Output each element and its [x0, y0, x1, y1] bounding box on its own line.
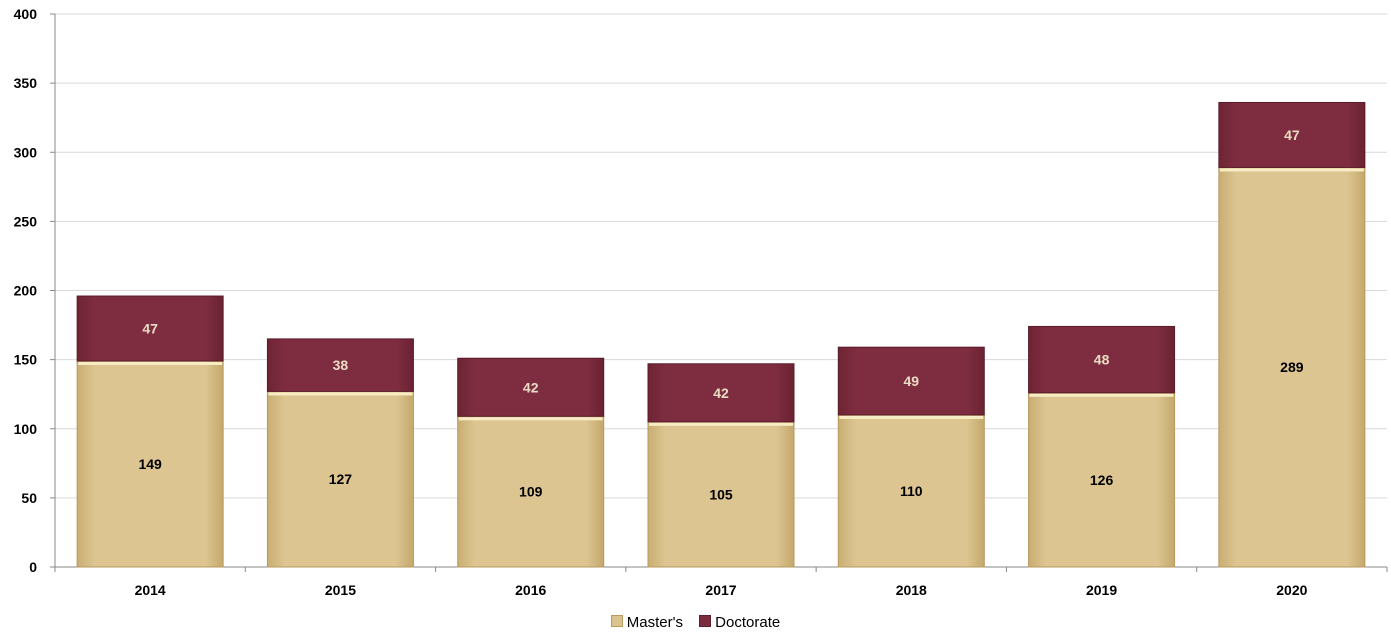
- x-tick-label: 2019: [1086, 582, 1117, 598]
- bar-masters-2018: [837, 414, 985, 568]
- data-label-masters: 127: [329, 471, 353, 487]
- bar-doctorate-2017: [647, 363, 795, 423]
- y-tick-label: 250: [14, 213, 38, 229]
- legend-swatch-masters: [610, 615, 623, 627]
- stacked-bar-chart: 0 50 100 150 200 250 300 350 400 2014 2015 2016 2017…: [14, 6, 1388, 598]
- y-tick-label: 300: [14, 144, 38, 160]
- legend-item-doctorate: Doctorate: [699, 614, 780, 631]
- data-label-masters: 126: [1090, 472, 1114, 488]
- legend-label-doctorate: Doctorate: [715, 614, 781, 631]
- data-label-doctorate: 47: [142, 321, 158, 337]
- data-label-doctorate: 48: [1094, 352, 1110, 368]
- x-tick-label: 2015: [325, 582, 356, 598]
- bar-highlight: [839, 415, 984, 419]
- y-tick-label: 100: [14, 421, 38, 437]
- data-label-masters: 109: [519, 484, 543, 500]
- data-label-masters: 105: [709, 486, 733, 502]
- data-label-masters: 149: [138, 456, 162, 472]
- y-tick-label: 350: [14, 75, 38, 91]
- data-label-doctorate: 47: [1284, 127, 1300, 143]
- y-tick-label: 50: [21, 490, 37, 506]
- x-tick-label: 2020: [1276, 582, 1307, 598]
- legend: Master's Doctorate: [0, 614, 1391, 631]
- data-label-doctorate: 38: [333, 357, 349, 373]
- bar-masters-2017: [647, 421, 795, 568]
- x-tick-label: 2017: [705, 582, 736, 598]
- data-label-doctorate: 49: [903, 373, 919, 389]
- data-label-doctorate: 42: [713, 385, 729, 401]
- x-tick-label: 2016: [515, 582, 546, 598]
- legend-swatch-doctorate: [699, 615, 712, 627]
- bar-highlight: [78, 362, 223, 366]
- bar-highlight: [1029, 393, 1174, 397]
- y-tick-label: 200: [14, 283, 38, 299]
- legend-label-masters: Master's: [626, 614, 683, 631]
- bar-masters-2016: [457, 415, 605, 568]
- bar-highlight: [458, 417, 603, 421]
- bar-masters-2014: [76, 360, 224, 568]
- bar-masters-2015: [266, 390, 414, 568]
- data-label-masters: 110: [900, 483, 923, 499]
- bar-doctorate-2020: [1218, 101, 1366, 168]
- bar-highlight: [268, 392, 413, 396]
- bar-masters-2020: [1218, 166, 1366, 568]
- bar-masters-2019: [1028, 392, 1176, 568]
- bar-doctorate-2015: [266, 338, 414, 392]
- data-label-doctorate: 42: [523, 379, 539, 395]
- data-labels: 149 47 127 38 109 42 105 42 110 49 126 48 289 47: [138, 127, 1303, 502]
- bar-doctorate-2014: [76, 295, 224, 362]
- bar-doctorate-2016: [457, 357, 605, 417]
- legend-item-masters: Master's: [610, 614, 683, 631]
- bars: [76, 101, 1366, 568]
- x-tick-label: 2014: [135, 582, 166, 598]
- y-tick-label: 0: [29, 559, 37, 575]
- bar-doctorate-2019: [1028, 325, 1176, 394]
- bar-highlight: [649, 422, 793, 426]
- bar-doctorate-2018: [837, 346, 985, 416]
- data-label-masters: 289: [1280, 359, 1304, 375]
- bar-highlight: [1219, 168, 1364, 172]
- y-tick-label: 150: [14, 352, 38, 368]
- x-tick-label: 2018: [896, 582, 927, 598]
- y-tick-label: 400: [14, 6, 38, 22]
